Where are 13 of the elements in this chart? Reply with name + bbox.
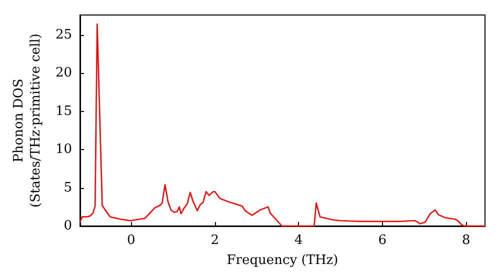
y-tick-label: 0	[64, 218, 72, 234]
x-tick-label: 4	[294, 233, 303, 248]
y-tick-label: 10	[55, 142, 72, 158]
y-tick-label: 15	[55, 104, 72, 119]
x-axis-title: Frequency (THz)	[226, 252, 338, 268]
x-tick-label: 0	[126, 233, 136, 248]
x-tick-label: 6	[378, 233, 387, 248]
x-tick-label: 8	[462, 233, 470, 248]
y-axis-title: Phonon DOS (States/THz·primitive cell)	[12, 33, 44, 208]
y-tick-label: 25	[55, 27, 72, 42]
x-tick-label: 2	[210, 233, 219, 248]
y-tick-label: 5	[64, 180, 72, 196]
y-tick-label: 20	[55, 66, 72, 81]
